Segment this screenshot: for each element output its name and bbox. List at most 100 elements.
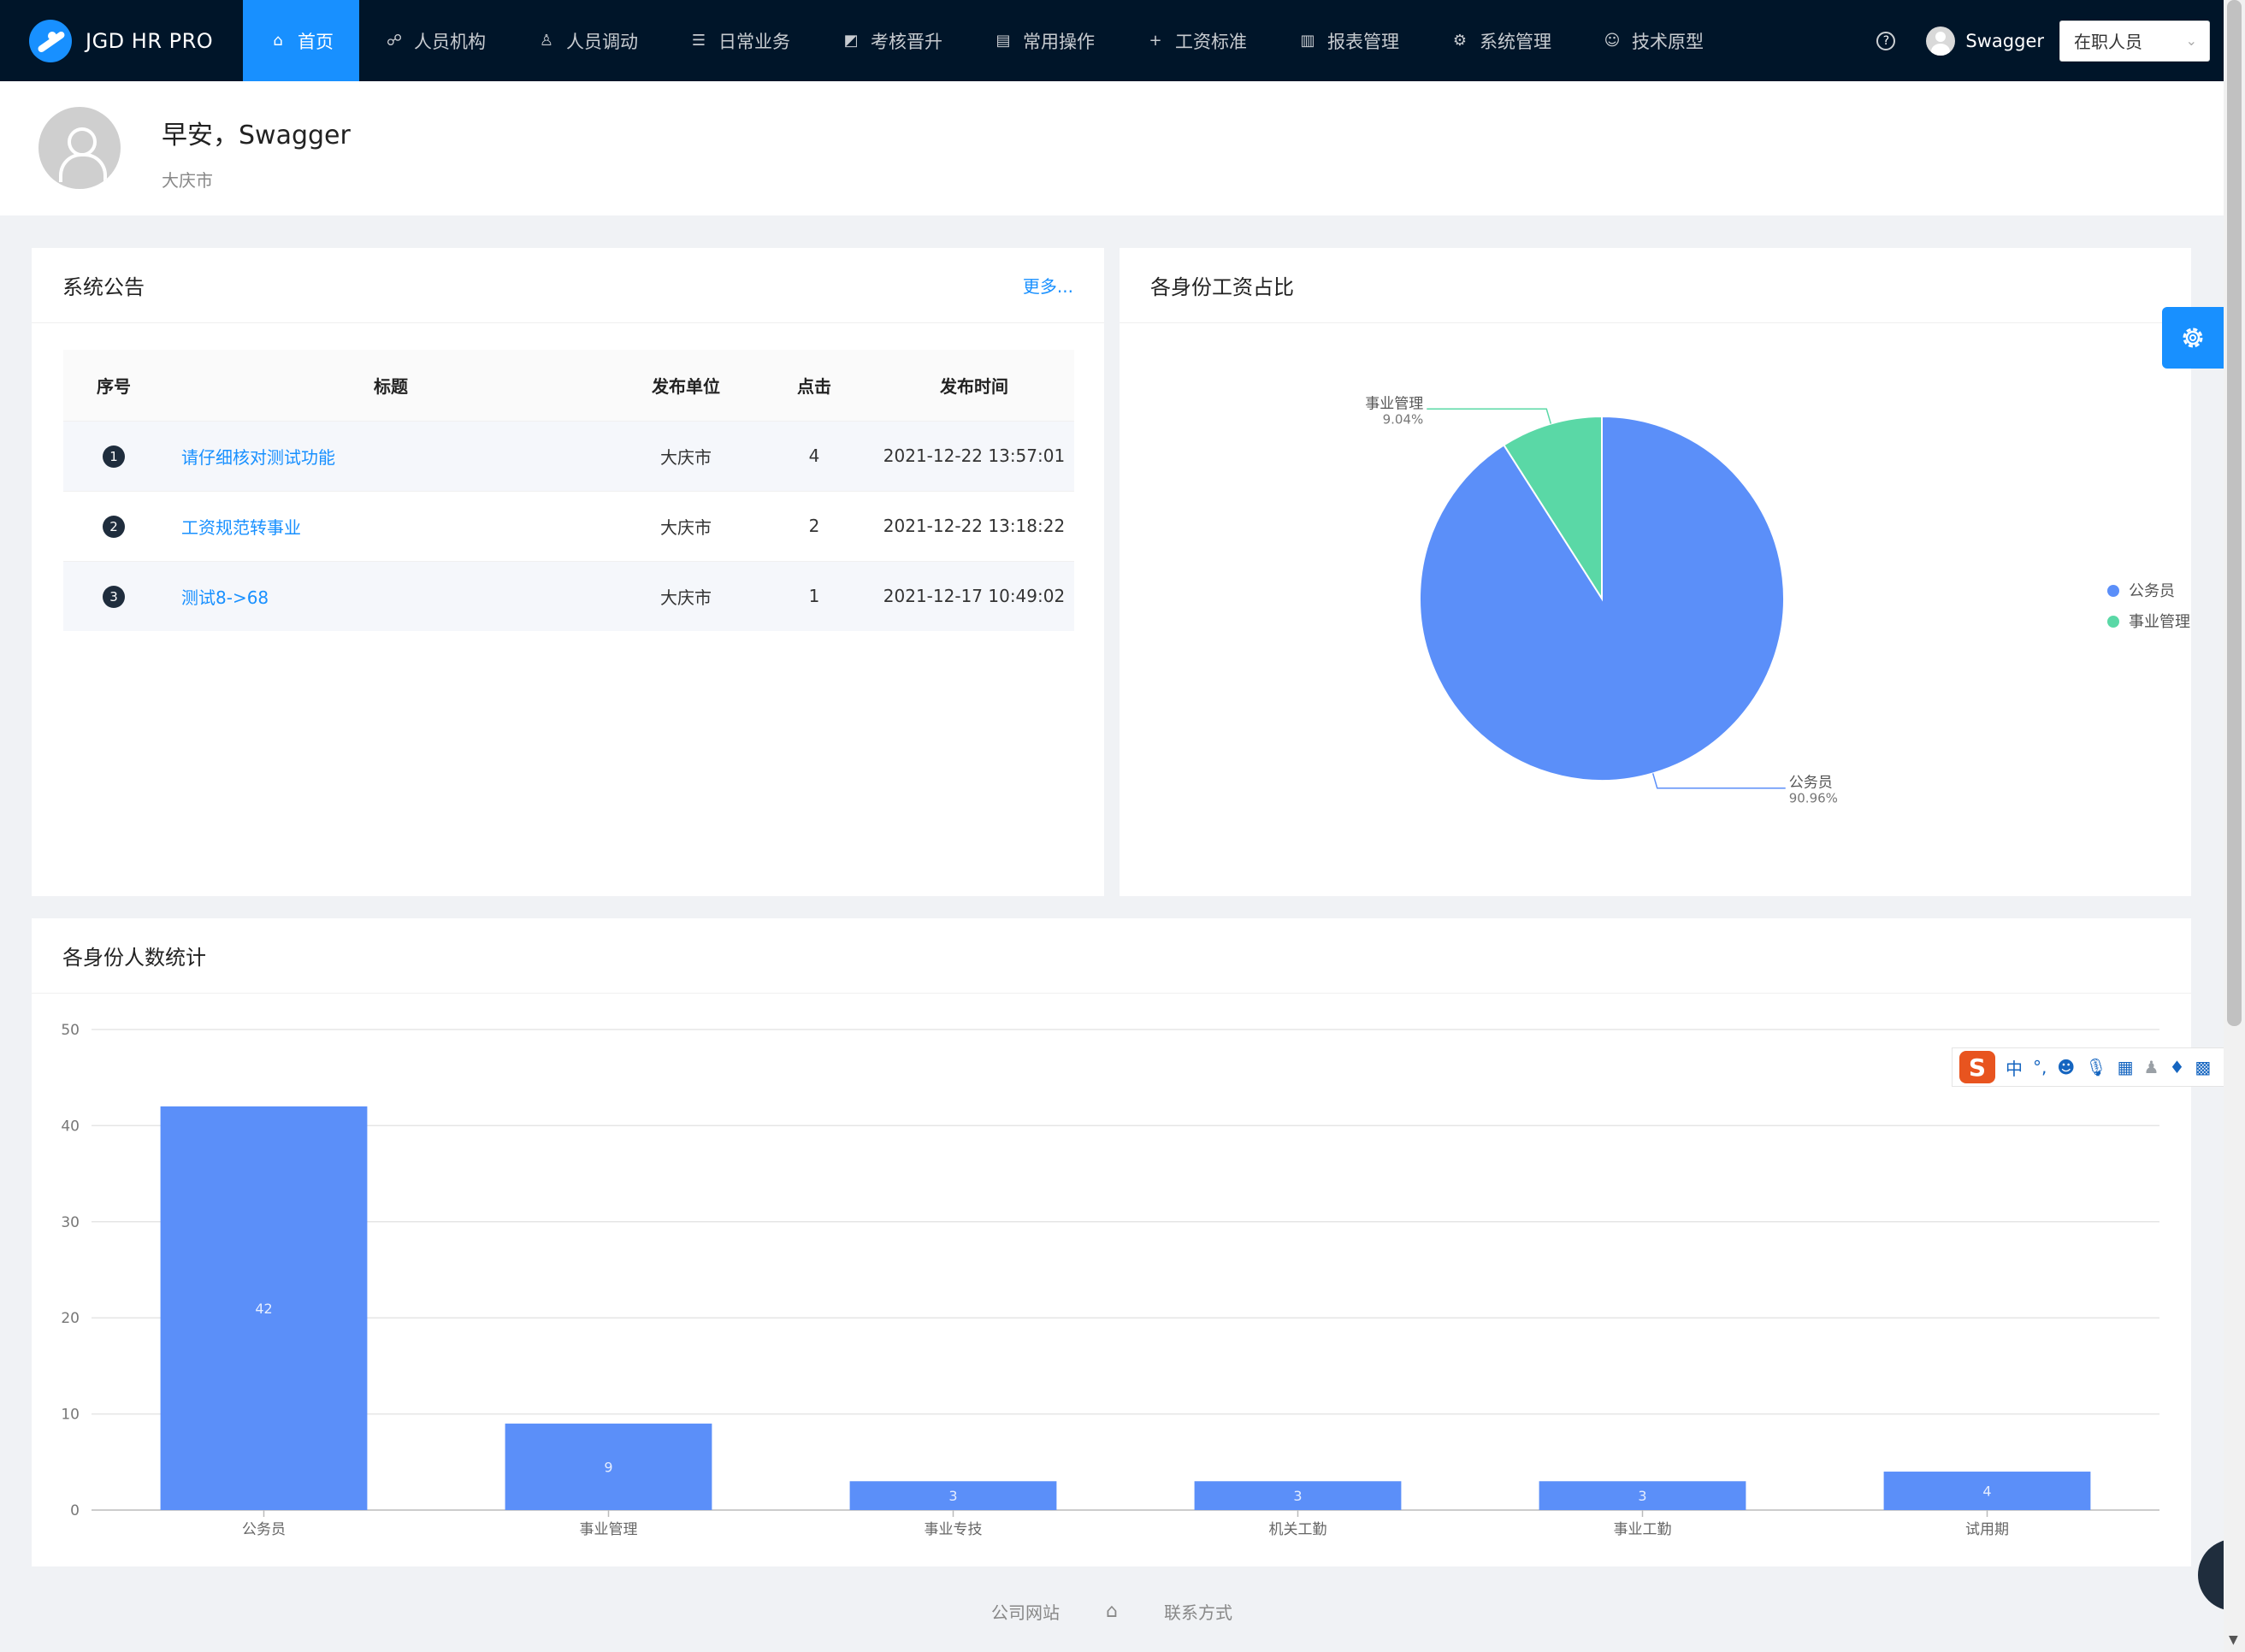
salary-ratio-header: 各身份工资占比 bbox=[1120, 248, 2191, 323]
salary-ratio-card: 各身份工资占比 公务员 90.96% 事业管理 9.04% 公务员 事业管理 bbox=[1120, 248, 2191, 896]
nav-item-prototype[interactable]: ☺ 技术原型 bbox=[1577, 0, 1729, 81]
pie-label-percent: 90.96% bbox=[1789, 791, 1838, 806]
bar bbox=[1883, 1472, 2091, 1510]
pie-slice bbox=[1503, 415, 1603, 602]
list-icon: ☰ bbox=[691, 32, 706, 50]
table-row[interactable]: 3 测试8->68 大庆市 1 2021-12-17 10:49:02 bbox=[63, 560, 1074, 631]
x-tick-label: 事业工勤 bbox=[1614, 1521, 1672, 1538]
nav-item-system[interactable]: ⚙ 系统管理 bbox=[1425, 0, 1577, 81]
nav-label: 工资标准 bbox=[1175, 31, 1247, 52]
home-icon[interactable]: ⌂ bbox=[1106, 1601, 1118, 1622]
headcount-card: 各身份人数统计 0 10 20 30 40 50 42 公务员 9 事业管理 3 事业专技 3 机关工勤 3… bbox=[32, 918, 2191, 1566]
scrollbar-thumb[interactable] bbox=[2227, 0, 2242, 1026]
nav-item-daily[interactable]: ☰ 日常业务 bbox=[664, 0, 816, 81]
brand[interactable]: JGD HR PRO bbox=[0, 0, 243, 81]
ime-language-toggle[interactable]: 中 bbox=[2006, 1058, 2023, 1079]
home-icon: ⌂ bbox=[273, 32, 283, 50]
user-avatar[interactable] bbox=[1926, 26, 1956, 56]
bar bbox=[1194, 1481, 1402, 1510]
publish-time-cell: 2021-12-22 13:18:22 bbox=[874, 490, 1074, 561]
notice-title-link[interactable]: 请仔细核对测试功能 bbox=[181, 446, 335, 468]
brand-logo-icon bbox=[29, 19, 72, 62]
pie-label-line bbox=[1651, 773, 1786, 789]
notice-more-link[interactable]: 更多... bbox=[1022, 276, 1073, 297]
x-tick-label: 事业管理 bbox=[580, 1521, 638, 1538]
legend-marker bbox=[2107, 616, 2119, 628]
table-row[interactable]: 2 工资规范转事业 大庆市 2 2021-12-22 13:18:22 bbox=[63, 490, 1074, 561]
ime-punctuation-toggle[interactable]: °, bbox=[2033, 1057, 2047, 1077]
x-tick-label: 公务员 bbox=[242, 1521, 286, 1538]
nav-item-transfer[interactable]: ♙ 人员调动 bbox=[511, 0, 664, 81]
org-icon: ☍ bbox=[386, 32, 403, 50]
user-name[interactable]: Swagger bbox=[1965, 30, 2044, 51]
nav-label: 技术原型 bbox=[1632, 31, 1704, 52]
scroll-down-arrow-icon[interactable]: ▼ bbox=[2229, 1633, 2238, 1647]
nav-label: 人员调动 bbox=[566, 31, 638, 52]
notice-title-link[interactable]: 测试8->68 bbox=[181, 587, 269, 608]
pie-label-name: 事业管理 bbox=[1365, 395, 1423, 412]
table-row[interactable]: 1 请仔细核对测试功能 大庆市 4 2021-12-22 13:57:01 bbox=[63, 420, 1074, 491]
pie-label-percent: 9.04% bbox=[1383, 411, 1424, 427]
notice-card: 系统公告 更多... 序号 标题 发布单位 点击 发布时间 1 请仔细核对测试功… bbox=[32, 248, 1104, 896]
bar-value-label: 3 bbox=[1638, 1488, 1646, 1504]
emoji-icon[interactable]: ☻ bbox=[2057, 1057, 2076, 1077]
bar bbox=[1539, 1481, 1746, 1510]
nav-label: 人员机构 bbox=[414, 31, 486, 52]
notice-title-link[interactable]: 工资规范转事业 bbox=[181, 516, 301, 538]
nav-label: 系统管理 bbox=[1480, 31, 1551, 52]
bar-value-label: 3 bbox=[1293, 1488, 1302, 1504]
pie-label-line bbox=[1427, 408, 1552, 424]
salary-ratio-title: 各身份工资占比 bbox=[1150, 275, 1294, 299]
nav-item-common-ops[interactable]: ▤ 常用操作 bbox=[968, 0, 1120, 81]
brand-name: JGD HR PRO bbox=[86, 28, 214, 53]
publisher-cell: 大庆市 bbox=[617, 420, 754, 491]
nav-label: 报表管理 bbox=[1327, 31, 1399, 52]
bar-value-label: 3 bbox=[948, 1488, 957, 1504]
nav-label: 考核晋升 bbox=[871, 31, 942, 52]
y-tick-label: 50 bbox=[61, 1022, 80, 1039]
column-header: 发布时间 bbox=[874, 350, 1074, 421]
column-header: 序号 bbox=[63, 350, 164, 421]
row-index-badge: 2 bbox=[103, 515, 125, 538]
role-select[interactable]: 在职人员 ⌄ bbox=[2059, 20, 2210, 62]
ime-toolbar[interactable]: S 中 °, ☻ 🎙︎ ▦ ♟ ♦ ▩ bbox=[1952, 1047, 2245, 1087]
footer-link-company[interactable]: 公司网站 bbox=[991, 1602, 1060, 1623]
nav-item-salary-standard[interactable]: + 工资标准 bbox=[1120, 0, 1273, 81]
toolbox-icon[interactable]: ▩ bbox=[2195, 1057, 2212, 1077]
footer: 公司网站 ⌂ 联系方式 bbox=[0, 1599, 2224, 1624]
bar-chart-icon: ▥ bbox=[1300, 32, 1315, 50]
skin-icon[interactable]: ♦ bbox=[2169, 1057, 2185, 1077]
gear-icon: ⚙ bbox=[1452, 32, 1468, 50]
x-tick-label: 事业专技 bbox=[925, 1521, 983, 1538]
footer-link-contact[interactable]: 联系方式 bbox=[1163, 1602, 1232, 1623]
microphone-icon[interactable]: 🎙︎ bbox=[2085, 1057, 2107, 1077]
y-tick-label: 20 bbox=[61, 1310, 80, 1327]
clicks-cell: 2 bbox=[754, 490, 874, 561]
nav-item-reports[interactable]: ▥ 报表管理 bbox=[1273, 0, 1425, 81]
headcount-header: 各身份人数统计 bbox=[32, 918, 2191, 994]
gear-icon bbox=[2183, 327, 2203, 348]
keyboard-icon[interactable]: ▦ bbox=[2117, 1057, 2134, 1077]
ime-logo-icon: S bbox=[1959, 1051, 1995, 1083]
nav-item-assessment[interactable]: ◩ 考核晋升 bbox=[816, 0, 968, 81]
welcome-panel: 早安，Swagger 大庆市 bbox=[0, 81, 2224, 215]
user-profile-icon[interactable]: ♟ bbox=[2143, 1057, 2159, 1077]
page-scrollbar[interactable]: ▼ bbox=[2224, 0, 2245, 1652]
y-tick-label: 10 bbox=[61, 1407, 80, 1424]
column-header: 点击 bbox=[754, 350, 874, 421]
settings-button[interactable] bbox=[2162, 307, 2224, 369]
notice-table: 序号 标题 发布单位 点击 发布时间 1 请仔细核对测试功能 大庆市 4 202… bbox=[63, 350, 1074, 631]
notice-card-header: 系统公告 更多... bbox=[32, 248, 1104, 323]
bar bbox=[505, 1423, 712, 1510]
nav-item-home[interactable]: ⌂ 首页 bbox=[243, 0, 359, 81]
row-index-badge: 1 bbox=[103, 445, 125, 468]
legend-marker bbox=[2107, 585, 2119, 597]
y-tick-label: 0 bbox=[70, 1502, 80, 1519]
headcount-title: 各身份人数统计 bbox=[62, 946, 206, 970]
help-icon[interactable]: ? bbox=[1876, 31, 1896, 50]
doc-icon: ▤ bbox=[995, 32, 1011, 50]
publisher-cell: 大庆市 bbox=[617, 560, 754, 631]
publish-time-cell: 2021-12-22 13:57:01 bbox=[874, 420, 1074, 491]
nav-item-organization[interactable]: ☍ 人员机构 bbox=[359, 0, 511, 81]
